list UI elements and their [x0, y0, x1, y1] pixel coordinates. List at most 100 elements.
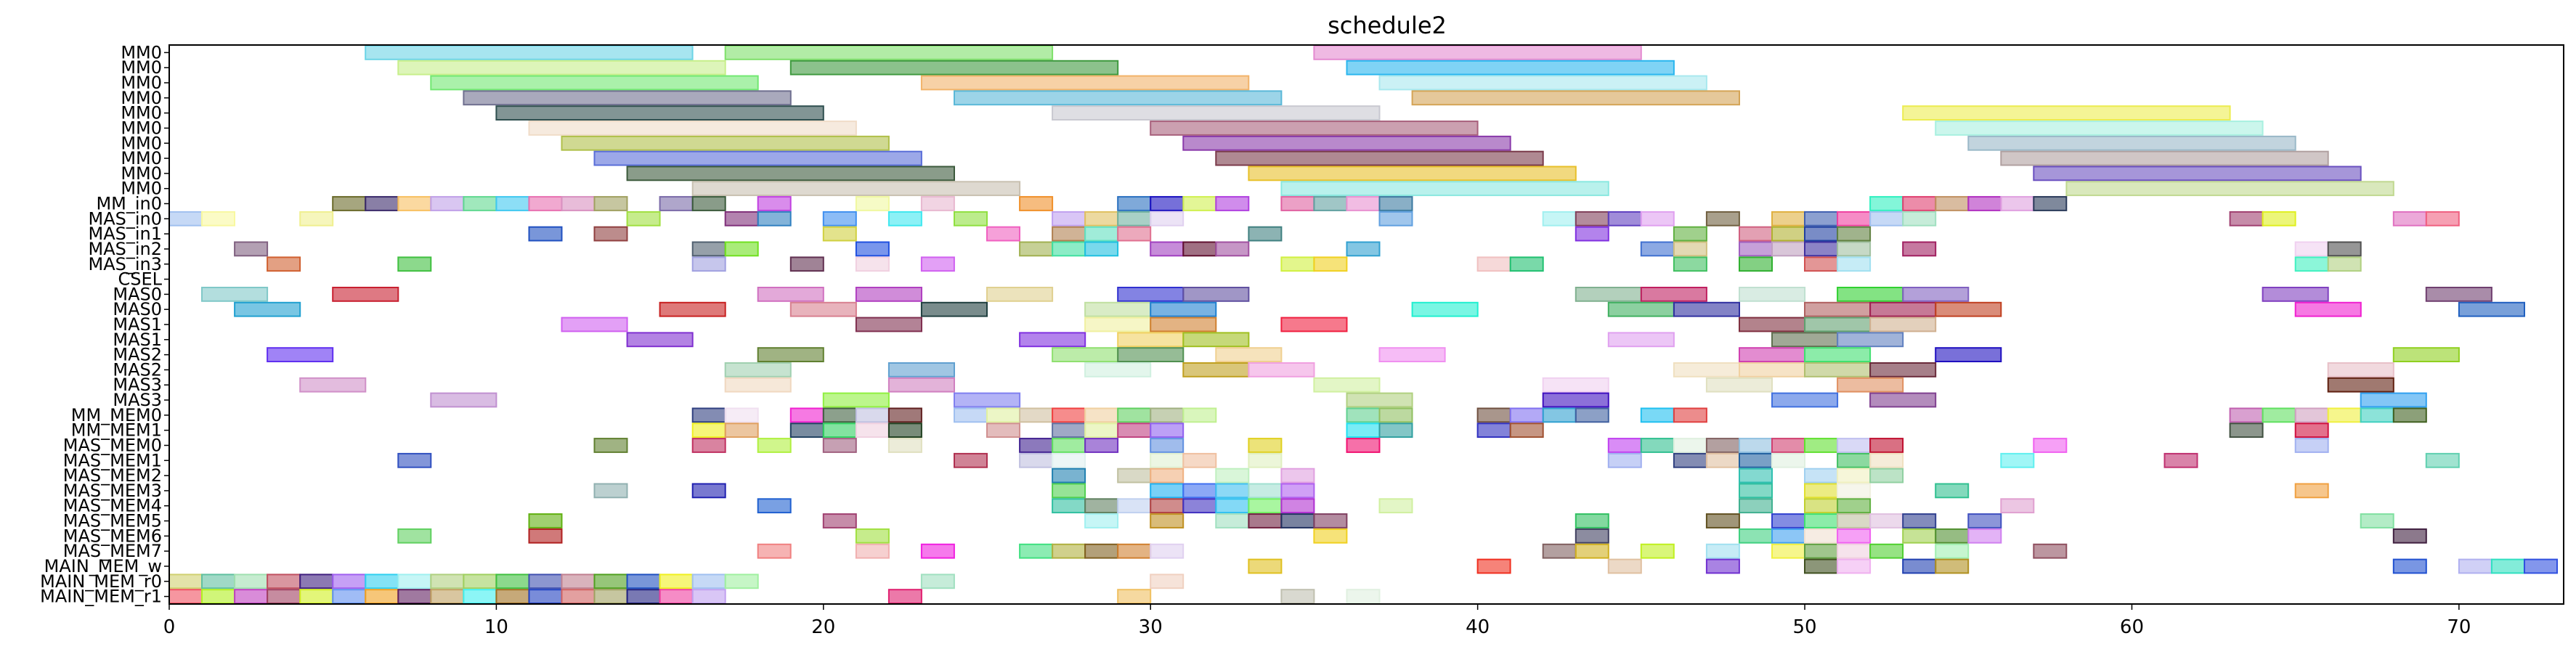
task-bar [1150, 513, 1185, 529]
task-bar [528, 589, 563, 605]
task-bar [659, 589, 694, 605]
task-bar [1804, 558, 1838, 574]
task-bar [1673, 241, 1707, 257]
task-bar [691, 423, 726, 438]
task-bar [234, 301, 301, 317]
task-bar [691, 256, 726, 272]
task-bar [1052, 241, 1086, 257]
task-bar [822, 392, 890, 408]
task-bar [430, 589, 465, 605]
task-bar [1837, 287, 1904, 302]
y-tick-label: MAIN_MEM_r1 [40, 587, 162, 607]
task-bar [1739, 256, 1773, 272]
task-bar [1804, 226, 1838, 242]
task-bar [1052, 498, 1086, 514]
task-bar [954, 211, 988, 227]
task-bar [1084, 423, 1119, 438]
task-bar [1673, 226, 1707, 242]
task-bar [1150, 317, 1217, 332]
task-bar [1935, 347, 2002, 363]
task-bar [1019, 543, 1054, 559]
task-bar [528, 574, 563, 589]
task-bar [757, 211, 792, 227]
task-bar [1019, 241, 1054, 257]
y-tick-label: MM0 [121, 133, 162, 153]
task-bar [1248, 558, 1283, 574]
task-bar [495, 105, 824, 121]
task-bar [1837, 438, 1872, 453]
task-bar [1902, 196, 1937, 211]
task-bar [1739, 483, 1773, 499]
task-bar [626, 589, 661, 605]
task-bar [1052, 452, 1086, 468]
task-bar [561, 574, 596, 589]
task-bar [1542, 377, 1609, 393]
task-bar [2327, 241, 2362, 257]
task-bar [1117, 543, 1152, 559]
task-bar [1215, 498, 1250, 514]
task-bar [1150, 423, 1185, 438]
task-bar [1607, 301, 1675, 317]
task-bar [397, 196, 432, 211]
task-bar [397, 60, 726, 76]
task-bar [463, 589, 497, 605]
task-bar [1150, 452, 1185, 468]
task-bar [332, 574, 367, 589]
task-bar [201, 589, 235, 605]
task-bar [1575, 543, 1609, 559]
task-bar [1837, 498, 1872, 514]
task-bar [2392, 407, 2427, 423]
task-bar [1313, 528, 1348, 544]
task-bar [397, 528, 432, 544]
task-bar [234, 589, 269, 605]
task-bar [1084, 241, 1119, 257]
task-bar [1084, 211, 1119, 227]
task-bar [1084, 226, 1119, 242]
task-bar [1280, 498, 1315, 514]
task-bar [2033, 196, 2068, 211]
task-bar [463, 90, 792, 106]
task-bar [1346, 241, 1381, 257]
task-bar [1869, 513, 1904, 529]
task-bar [1280, 181, 1609, 197]
y-tick-label: MAS3 [113, 390, 162, 410]
task-bar [299, 574, 334, 589]
task-bar [2327, 377, 2394, 393]
task-bar [2065, 181, 2394, 197]
task-bar [1869, 392, 1937, 408]
task-bar [954, 392, 1021, 408]
y-tick-label: MM0 [121, 148, 162, 168]
task-bar [1052, 468, 1086, 483]
task-bar [1902, 287, 1970, 302]
task-bar [1837, 452, 1872, 468]
task-bar [691, 407, 726, 423]
task-bar [1771, 392, 1839, 408]
task-bar [430, 392, 497, 408]
task-bar [2294, 301, 2362, 317]
task-bar [789, 256, 824, 272]
task-bar [887, 438, 922, 453]
task-bar [1804, 468, 1838, 483]
task-bar [528, 528, 563, 544]
task-bar [267, 256, 301, 272]
task-bar [920, 256, 955, 272]
task-bar [1837, 241, 1872, 257]
task-bar [1182, 498, 1217, 514]
y-tick-label: MAS_MEM6 [63, 526, 162, 546]
task-bar [1705, 452, 1740, 468]
task-bar [2229, 407, 2264, 423]
task-bar [920, 574, 955, 589]
task-bar [659, 301, 726, 317]
task-bar [1967, 135, 2296, 151]
task-bar [1248, 498, 1283, 514]
task-bar [855, 256, 890, 272]
task-bar [1084, 513, 1119, 529]
task-bar [920, 196, 955, 211]
task-bar [2033, 438, 2068, 453]
task-bar [1378, 211, 1413, 227]
task-bar [2033, 166, 2362, 181]
task-bar [1117, 468, 1152, 483]
task-bar [2425, 211, 2460, 227]
task-bar [1771, 513, 1805, 529]
